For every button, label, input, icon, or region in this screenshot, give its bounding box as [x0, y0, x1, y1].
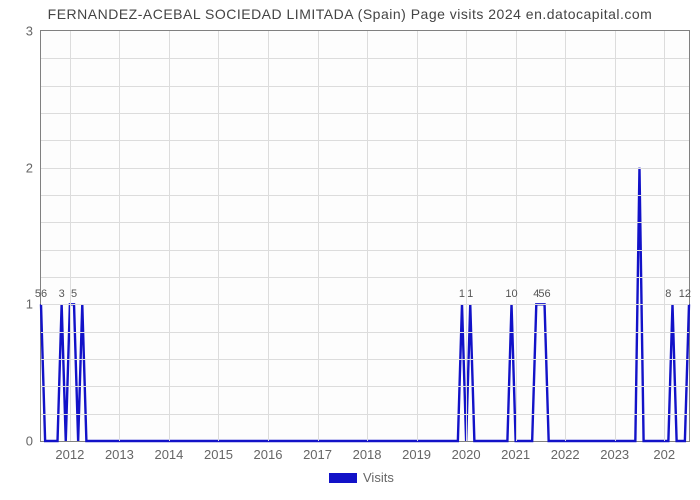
xtick-label: 2014 — [154, 447, 183, 462]
xtick-label: 2018 — [353, 447, 382, 462]
gridline-h — [41, 168, 689, 169]
gridline-h — [41, 414, 689, 415]
xtick-label: 2021 — [501, 447, 530, 462]
xtick-label: 2020 — [452, 447, 481, 462]
gridline-h — [41, 304, 689, 305]
gridline-h — [41, 113, 689, 114]
gridline-v — [119, 31, 120, 441]
gridline-h — [41, 359, 689, 360]
gridline-h — [41, 140, 689, 141]
gridline-v — [417, 31, 418, 441]
point-label: 1 — [467, 288, 473, 300]
xtick-label: 2017 — [303, 447, 332, 462]
gridline-v — [516, 31, 517, 441]
legend: Visits — [329, 470, 394, 485]
gridline-v — [615, 31, 616, 441]
point-label: 8 — [665, 288, 671, 300]
point-label: 10 — [505, 288, 517, 300]
gridline-v — [565, 31, 566, 441]
gridline-v — [169, 31, 170, 441]
gridline-v — [268, 31, 269, 441]
gridline-h — [41, 386, 689, 387]
point-label: 3 — [59, 288, 65, 300]
point-label: 1 — [459, 288, 465, 300]
gridline-v — [367, 31, 368, 441]
ytick-label: 1 — [26, 297, 33, 312]
xtick-label: 2019 — [402, 447, 431, 462]
point-label: 12 — [679, 288, 691, 300]
xtick-label: 202 — [653, 447, 675, 462]
gridline-v — [466, 31, 467, 441]
gridline-h — [41, 332, 689, 333]
chart-title: FERNANDEZ-ACEBAL SOCIEDAD LIMITADA (Spai… — [0, 6, 700, 22]
xtick-label: 2013 — [105, 447, 134, 462]
legend-label: Visits — [363, 470, 394, 485]
gridline-h — [41, 250, 689, 251]
point-label: 5 — [71, 288, 77, 300]
xtick-label: 2012 — [55, 447, 84, 462]
gridline-h — [41, 86, 689, 87]
gridline-h — [41, 277, 689, 278]
chart-container: FERNANDEZ-ACEBAL SOCIEDAD LIMITADA (Spai… — [0, 0, 700, 500]
plot-area: 0123201220132014201520162017201820192020… — [40, 30, 690, 442]
visits-line — [41, 31, 689, 441]
xtick-label: 2016 — [254, 447, 283, 462]
point-label: 56 — [538, 288, 550, 300]
ytick-label: 2 — [26, 160, 33, 175]
xtick-label: 2015 — [204, 447, 233, 462]
gridline-v — [318, 31, 319, 441]
xtick-label: 2023 — [600, 447, 629, 462]
gridline-v — [218, 31, 219, 441]
gridline-v — [70, 31, 71, 441]
xtick-label: 2022 — [551, 447, 580, 462]
gridline-h — [41, 195, 689, 196]
ytick-label: 0 — [26, 434, 33, 449]
ytick-label: 3 — [26, 24, 33, 39]
gridline-h — [41, 58, 689, 59]
point-label: 56 — [35, 288, 47, 300]
gridline-h — [41, 222, 689, 223]
legend-swatch-icon — [329, 473, 357, 483]
gridline-v — [664, 31, 665, 441]
